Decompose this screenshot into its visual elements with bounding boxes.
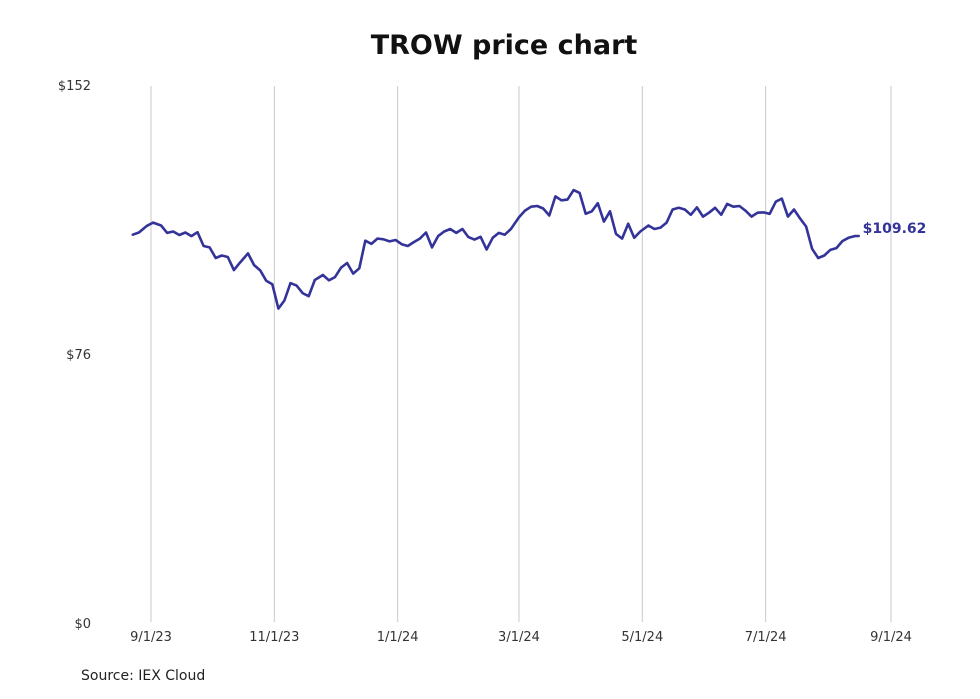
x-tick-label: 1/1/24	[377, 630, 419, 645]
last-value-label: $109.62	[863, 221, 927, 237]
x-tick-label: 11/1/23	[249, 630, 299, 645]
x-tick-label: 9/1/23	[130, 630, 172, 645]
price-series	[131, 188, 860, 310]
x-tick-label: 5/1/24	[621, 630, 663, 645]
price-series-line	[131, 188, 860, 310]
y-tick-label: $152	[58, 79, 91, 94]
x-tick-label: 3/1/24	[498, 630, 540, 645]
x-tick-label: 9/1/24	[870, 630, 912, 645]
vertical-gridlines	[150, 86, 892, 622]
x-tick-label: 7/1/24	[745, 630, 787, 645]
y-tick-label: $76	[66, 348, 91, 363]
source-note: Source: IEX Cloud	[81, 668, 206, 684]
last-value-annotation: $109.62	[863, 221, 927, 237]
y-tick-label: $0	[74, 617, 91, 632]
chart-title: TROW price chart	[370, 30, 638, 61]
y-axis-tick-labels: $152 $76 $0	[58, 79, 91, 632]
x-axis-tick-labels: 9/1/23 11/1/23 1/1/24 3/1/24 5/1/24 7/1/24 9/1…	[130, 630, 912, 645]
